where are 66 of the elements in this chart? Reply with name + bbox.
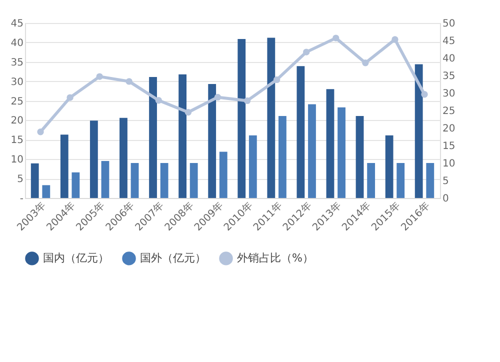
y-tick-label: 15 bbox=[10, 135, 24, 146]
point bbox=[273, 76, 280, 84]
y2-tick-label: 35 bbox=[442, 71, 456, 82]
bar bbox=[385, 135, 394, 198]
bar bbox=[178, 74, 186, 198]
y2-tick-label: 0 bbox=[442, 194, 449, 204]
y-tick-label: 45 bbox=[10, 18, 24, 30]
bar bbox=[72, 172, 80, 198]
point bbox=[421, 91, 428, 98]
bar bbox=[149, 77, 157, 198]
y-tick-label: 25 bbox=[10, 96, 24, 108]
bar bbox=[367, 163, 376, 198]
bar bbox=[101, 161, 110, 198]
y-tick-label: 40 bbox=[10, 38, 24, 49]
point bbox=[37, 128, 44, 136]
bar bbox=[296, 66, 305, 198]
y2-tick-label: 25 bbox=[442, 106, 456, 117]
point bbox=[155, 97, 162, 104]
bar bbox=[396, 163, 405, 198]
y2-tick-label: 15 bbox=[442, 141, 456, 152]
y-tick-label: 5 bbox=[17, 174, 24, 186]
bar bbox=[60, 134, 68, 198]
point bbox=[66, 94, 74, 101]
point bbox=[244, 97, 251, 104]
bar bbox=[414, 64, 423, 198]
bar bbox=[219, 152, 228, 198]
legend-label: 国内（亿元） bbox=[43, 251, 109, 264]
point bbox=[332, 34, 340, 42]
bar bbox=[426, 163, 434, 198]
bar bbox=[30, 163, 39, 198]
y2-tick-label: 45 bbox=[442, 36, 456, 47]
y-tick-label: 35 bbox=[10, 57, 24, 68]
y-tick-label: 20 bbox=[10, 116, 24, 127]
point bbox=[392, 36, 398, 43]
bar bbox=[190, 163, 198, 198]
bar bbox=[160, 163, 168, 198]
bar bbox=[238, 38, 246, 198]
point bbox=[214, 94, 222, 101]
bar bbox=[120, 118, 128, 198]
bar bbox=[278, 116, 286, 198]
bar bbox=[338, 107, 346, 198]
y2-tick-label: 20 bbox=[442, 124, 456, 134]
y-tick-label: - bbox=[20, 194, 24, 204]
point bbox=[184, 108, 192, 116]
y2-tick-label: 10 bbox=[442, 158, 456, 170]
y2-tick-label: 50 bbox=[442, 18, 456, 30]
bar bbox=[42, 185, 50, 198]
y-tick-label: 30 bbox=[10, 76, 24, 88]
y2-tick-label: 5 bbox=[442, 176, 449, 187]
bar bbox=[90, 120, 98, 198]
legend-label: 外销占比（%） bbox=[237, 251, 314, 264]
bar bbox=[308, 104, 316, 198]
legend-label: 国外（亿元） bbox=[140, 251, 206, 264]
bar bbox=[248, 135, 257, 198]
bar bbox=[208, 84, 216, 198]
y2-tick-label: 40 bbox=[442, 54, 456, 64]
bar bbox=[130, 163, 139, 198]
point bbox=[96, 73, 103, 80]
point bbox=[126, 78, 132, 85]
bar bbox=[356, 116, 364, 198]
bar bbox=[267, 38, 276, 198]
y2-tick-label: 30 bbox=[442, 88, 456, 100]
point bbox=[362, 60, 369, 66]
bar bbox=[326, 89, 334, 198]
y-tick-label: 10 bbox=[10, 154, 24, 166]
point bbox=[302, 48, 310, 56]
